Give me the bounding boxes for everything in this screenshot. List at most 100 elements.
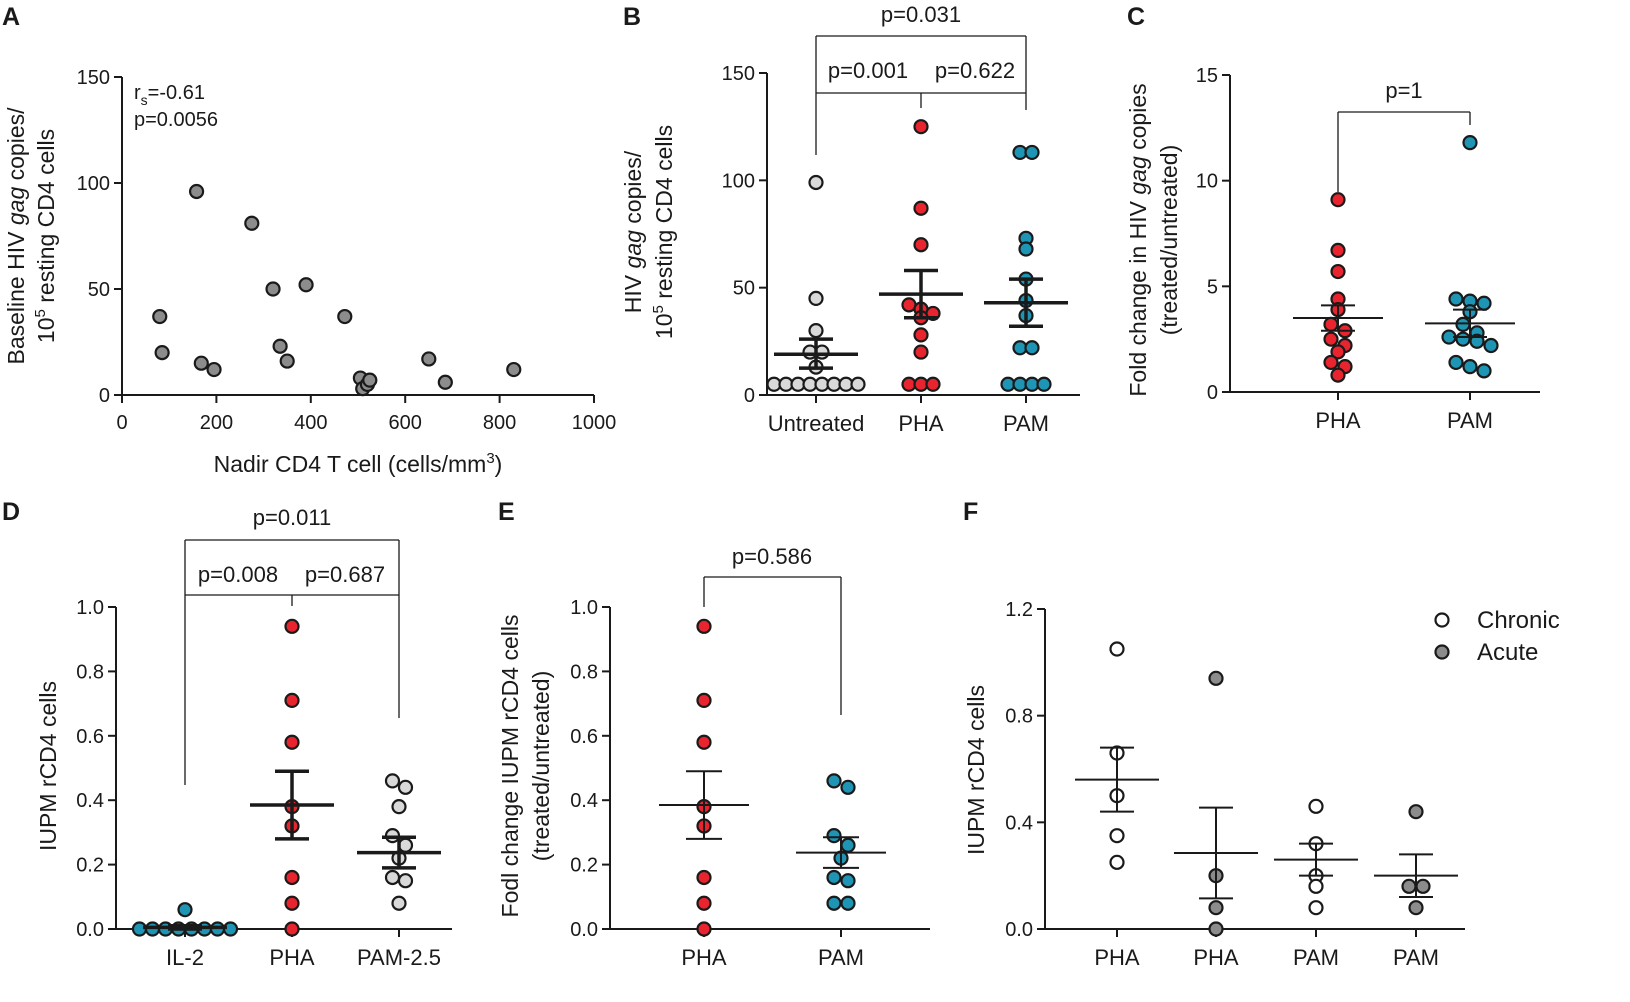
data-point bbox=[284, 734, 300, 750]
data-point bbox=[391, 895, 407, 911]
group-pam bbox=[796, 773, 886, 911]
x-category-label: PAM bbox=[1293, 945, 1339, 970]
mean-sem-bar bbox=[1075, 746, 1159, 813]
x-category-label: PAM-2.5 bbox=[357, 945, 441, 970]
data-point bbox=[925, 376, 941, 392]
data-point bbox=[1415, 878, 1431, 894]
x-category-label: PAM bbox=[1447, 408, 1493, 433]
y-axis-label-c-line2: (treated/untreated) bbox=[1156, 145, 1182, 336]
bracket-inner bbox=[816, 92, 1026, 108]
data-point bbox=[284, 618, 300, 634]
x-tick-label: 200 bbox=[200, 412, 233, 434]
data-point bbox=[1330, 367, 1346, 383]
data-point bbox=[1476, 295, 1492, 311]
y-tick-label: 0 bbox=[744, 385, 755, 407]
y-tick-label: 150 bbox=[77, 67, 110, 89]
data-point bbox=[850, 376, 866, 392]
p-value-top: p=0.586 bbox=[732, 544, 812, 569]
y-axis-label-b: HIV gag copies/ bbox=[620, 150, 646, 313]
bracket bbox=[1337, 111, 1471, 192]
bracket-outer bbox=[815, 35, 1027, 155]
data-point bbox=[1330, 242, 1346, 259]
data-point bbox=[826, 869, 842, 886]
y-label-superscript: 5 bbox=[650, 305, 667, 313]
data-point bbox=[1109, 854, 1125, 870]
group-untreated bbox=[766, 174, 866, 392]
data-point bbox=[840, 837, 856, 853]
data-point bbox=[1408, 804, 1424, 820]
y-tick-label: 0.0 bbox=[570, 919, 598, 941]
y-tick-label: 0.4 bbox=[570, 790, 598, 812]
data-point bbox=[1208, 921, 1224, 937]
y-label-part: copies bbox=[1125, 83, 1151, 156]
data-point bbox=[152, 308, 168, 325]
group-pha bbox=[879, 119, 963, 392]
data-point bbox=[840, 873, 856, 889]
group-pha bbox=[1075, 641, 1159, 870]
data-point bbox=[1483, 337, 1499, 354]
data-point bbox=[1208, 900, 1224, 916]
data-point bbox=[808, 290, 824, 306]
data-point bbox=[696, 734, 712, 750]
y-label-part: HIV bbox=[620, 268, 646, 313]
data-point bbox=[397, 873, 414, 889]
mean-sem-bar bbox=[143, 924, 227, 931]
data-point bbox=[284, 921, 300, 937]
y-axis-label-a: Baseline HIV gag copies/ bbox=[3, 107, 29, 365]
legend-label: Acute bbox=[1477, 639, 1538, 666]
x-label-tail: ) bbox=[495, 451, 503, 477]
group-pha bbox=[1293, 192, 1383, 383]
y-tick-label: 0.4 bbox=[76, 790, 104, 812]
y-label-part: 10 bbox=[651, 313, 677, 339]
data-point bbox=[1018, 241, 1034, 257]
y-tick-label: 0.8 bbox=[1005, 706, 1033, 728]
panel-letter-a: A bbox=[2, 3, 20, 31]
y-tick-label: 1.0 bbox=[76, 597, 104, 619]
legend-label: Chronic bbox=[1477, 607, 1560, 634]
y-tick-label: 1.2 bbox=[1005, 599, 1033, 621]
p-value-right: p=0.622 bbox=[935, 58, 1015, 83]
data-point bbox=[1330, 344, 1346, 360]
y-axis-label-b-line2: 105 resting CD4 cells bbox=[650, 125, 677, 339]
data-point bbox=[808, 174, 824, 191]
data-point bbox=[384, 869, 401, 886]
panel-letter-c: C bbox=[1127, 3, 1145, 31]
data-point bbox=[284, 895, 300, 911]
group-pha bbox=[1174, 670, 1258, 937]
data-point bbox=[696, 618, 712, 634]
x-label-main: Nadir CD4 T cell (cells/mm bbox=[214, 451, 487, 477]
data-point bbox=[154, 345, 170, 361]
y-tick-label: 5 bbox=[1207, 276, 1218, 298]
data-point bbox=[397, 837, 414, 853]
data-point bbox=[826, 773, 842, 789]
data-point bbox=[1455, 316, 1471, 332]
bracket-inner bbox=[184, 594, 400, 785]
data-point bbox=[826, 828, 842, 844]
x-tick-label: 1000 bbox=[572, 412, 617, 434]
data-point bbox=[397, 779, 414, 795]
y-tick-label: 0.0 bbox=[1005, 919, 1033, 941]
legend-marker bbox=[1434, 612, 1450, 628]
y-tick-label: 0.4 bbox=[1005, 812, 1033, 834]
panel-letter-b: B bbox=[623, 3, 641, 31]
x-axis-e: PHA PAM bbox=[610, 928, 930, 970]
mean-sem-bar bbox=[774, 337, 858, 370]
data-point bbox=[1330, 263, 1346, 280]
panel-f: F 0.0 0.4 0.8 1.2 PHA PHA PAM PAM IUPM rCD4 cells… bbox=[963, 498, 1560, 970]
data-point bbox=[1462, 135, 1478, 151]
data-point bbox=[337, 308, 353, 325]
y-tick-label: 100 bbox=[722, 170, 755, 192]
x-category-label: PHA bbox=[898, 411, 944, 436]
x-category-label: IL-2 bbox=[166, 945, 204, 970]
data-point bbox=[826, 895, 842, 911]
data-point bbox=[298, 277, 314, 293]
data-point bbox=[1408, 900, 1424, 916]
x-axis-c: PHA PAM bbox=[1230, 391, 1540, 433]
y-label-superscript: 5 bbox=[32, 309, 49, 317]
group-pam-2.5 bbox=[357, 773, 441, 911]
mean-sem-bar bbox=[659, 770, 749, 840]
mean-sem-bar bbox=[1374, 853, 1458, 898]
legend-marker bbox=[1434, 644, 1450, 660]
y-axis-label-c: Fold change in HIV gag copies bbox=[1125, 83, 1151, 396]
x-category-label: PAM bbox=[1003, 411, 1049, 436]
